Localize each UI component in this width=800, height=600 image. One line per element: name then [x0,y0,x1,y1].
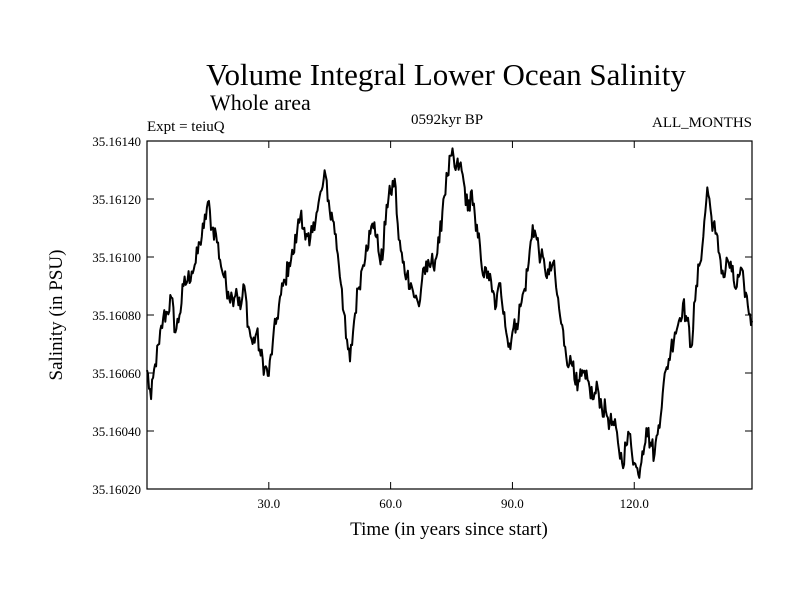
y-tick-label: 35.16040 [92,424,141,439]
y-axis-ticks: 35.16020 35.16040 35.16060 35.16080 35.16100… [92,134,752,497]
months-label: ALL_MONTHS [652,115,752,131]
chart-subtitle: Whole area [210,90,311,115]
salinity-series-line [146,147,753,479]
y-tick-label: 35.16120 [92,192,141,207]
x-tick-label: 60.0 [379,496,402,511]
x-tick-label: 90.0 [501,496,524,511]
chart-title: Volume Integral Lower Ocean Salinity [206,57,686,92]
x-axis-label: Time (in years since start) [350,519,548,540]
x-tick-label: 120.0 [620,496,649,511]
plot-frame [146,140,753,490]
y-tick-label: 35.16140 [92,134,141,149]
y-tick-label: 35.16080 [92,308,141,323]
x-tick-label: 30.0 [257,496,280,511]
x-axis-ticks: 30.0 60.0 90.0 120.0 [257,141,649,511]
experiment-label: Expt = teiuQ [147,119,225,135]
y-tick-label: 35.16020 [92,482,141,497]
y-tick-label: 35.16100 [92,250,141,265]
y-axis-label: Salinity (in PSU) [46,250,67,381]
y-tick-label: 35.16060 [92,366,141,381]
period-label: 0592kyr BP [411,112,483,128]
